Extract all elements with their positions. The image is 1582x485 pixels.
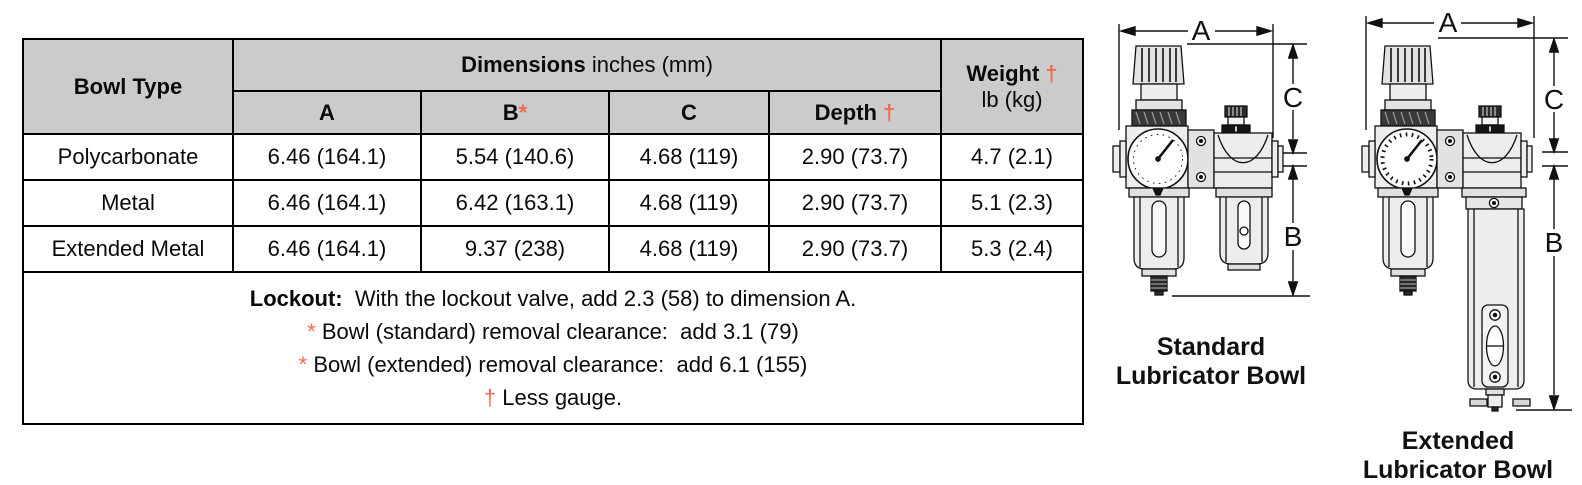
note-lockout: Lockout: With the lockout valve, add 2.3… — [24, 282, 1082, 315]
weight-dagger-mark: † — [1045, 60, 1058, 86]
note-less-gauge: † Less gauge. — [24, 381, 1082, 414]
notes-row: Lockout: With the lockout valve, add 2.3… — [22, 271, 1084, 425]
outlet-port-flange — [1520, 140, 1533, 178]
table-row-extended-metal: Extended Metal 6.46 (164.1) 9.37 (238) 4… — [22, 225, 1084, 273]
caption-line-1: Extended — [1401, 427, 1515, 455]
asterisk-mark: * — [298, 352, 308, 377]
frl-unit — [1361, 45, 1533, 412]
lubricator-body — [1213, 132, 1273, 189]
regulator-knob-icon — [1380, 45, 1436, 127]
filter-bowl — [1377, 187, 1439, 296]
caption-line-1: Standard — [1156, 333, 1266, 361]
drain-fitting-icon — [1150, 275, 1168, 296]
col-header-weight: Weight † lb (kg) — [940, 38, 1084, 135]
caption-line-2: Lubricator Bowl — [1115, 362, 1307, 390]
col-b-asterisk-mark: * — [518, 99, 528, 125]
table-row-metal: Metal 6.46 (164.1) 6.42 (163.1) 4.68 (11… — [22, 179, 1084, 227]
dim-b-cell: 9.37 (238) — [420, 225, 610, 273]
table-notes: Lockout: With the lockout valve, add 2.3… — [22, 271, 1084, 425]
dimension-lines — [1365, 16, 1572, 412]
col-depth-label: Depth — [814, 99, 884, 125]
bowl-type-cell: Extended Metal — [22, 225, 234, 273]
note-text: Less gauge. — [496, 385, 623, 410]
dim-c-cell: 4.68 (119) — [608, 133, 770, 181]
weight-cell: 5.3 (2.4) — [940, 225, 1084, 273]
weight-units: lb (kg) — [981, 86, 1043, 112]
weight-title: Weight — [966, 60, 1046, 86]
dim-b-cell: 6.42 (163.1) — [420, 179, 610, 227]
standard-diagram-caption: Standard Lubricator Bowl — [1100, 333, 1322, 391]
note-text: Bowl (extended) removal clearance: add 6… — [307, 352, 808, 377]
regulator-knob-icon — [1131, 45, 1187, 127]
dimension-lines — [1118, 24, 1310, 298]
outlet-port-flange — [1271, 140, 1284, 178]
dim-a-label: A — [1439, 8, 1458, 38]
lubricator-bowl-extended — [1461, 187, 1531, 412]
connector-block — [1436, 129, 1464, 189]
dim-a-cell: 6.46 (164.1) — [232, 225, 422, 273]
caption-line-2: Lubricator Bowl — [1362, 456, 1554, 484]
note-extended-clearance: * Bowl (extended) removal clearance: add… — [24, 348, 1082, 381]
note-standard-clearance: * Bowl (standard) removal clearance: add… — [24, 315, 1082, 348]
dagger-mark: † — [483, 385, 497, 410]
connector-block — [1187, 129, 1215, 189]
table-row-polycarbonate: Polycarbonate 6.46 (164.1) 5.54 (140.6) … — [22, 133, 1084, 181]
depth-cell: 2.90 (73.7) — [768, 133, 942, 181]
dim-c-label: C — [1283, 82, 1303, 113]
standard-lubricator-diagram: A C B — [1112, 15, 1310, 298]
pressure-gauge-icon — [1376, 128, 1438, 190]
col-header-a: A — [232, 90, 422, 135]
asterisk-mark: * — [307, 319, 316, 344]
lubricator-fill-cap-icon — [1221, 105, 1251, 134]
lockout-label: Lockout: — [249, 286, 343, 311]
lubricator-body — [1462, 132, 1522, 189]
bowl-type-cell: Metal — [22, 179, 234, 227]
dim-a-label: A — [1192, 15, 1211, 46]
inlet-port-flange — [1112, 140, 1127, 178]
dimensions-table: Bowl Type Dimensions inches (mm) Weight … — [22, 38, 1084, 425]
weight-cell: 5.1 (2.3) — [940, 179, 1084, 227]
header-row-1: Bowl Type Dimensions inches (mm) Weight … — [22, 38, 1084, 135]
lubricator-bowl-standard — [1215, 187, 1273, 271]
dim-b-label: B — [1545, 227, 1564, 258]
wing-drain-icon — [1469, 388, 1531, 412]
filter-bowl — [1128, 187, 1190, 296]
col-header-c: C — [608, 90, 770, 135]
col-header-dimensions: Dimensions inches (mm) — [232, 38, 942, 92]
dim-c-cell: 4.68 (119) — [608, 225, 770, 273]
pressure-gauge-icon — [1127, 128, 1189, 190]
sight-glass-icon — [1481, 304, 1509, 388]
dim-a-cell: 6.46 (164.1) — [232, 133, 422, 181]
dim-b-label: B — [1284, 221, 1303, 252]
col-depth-dagger-mark: † — [883, 99, 896, 125]
weight-cell: 4.7 (2.1) — [940, 133, 1084, 181]
inlet-port-flange — [1361, 140, 1376, 178]
dim-c-label: C — [1544, 84, 1564, 115]
note-text: Bowl (standard) removal clearance: add 3… — [315, 319, 799, 344]
col-header-depth: Depth † — [768, 90, 942, 135]
col-b-label: B — [502, 99, 519, 125]
frl-unit — [1112, 45, 1284, 296]
col-header-bowl-type: Bowl Type — [22, 38, 234, 135]
bowl-type-cell: Polycarbonate — [22, 133, 234, 181]
dimensions-title: Dimensions — [461, 52, 586, 77]
extended-diagram-caption: Extended Lubricator Bowl — [1350, 427, 1566, 485]
depth-cell: 2.90 (73.7) — [768, 225, 942, 273]
depth-cell: 2.90 (73.7) — [768, 179, 942, 227]
dim-b-cell: 5.54 (140.6) — [420, 133, 610, 181]
dim-a-cell: 6.46 (164.1) — [232, 179, 422, 227]
header-row-2: A B* C Depth † — [23, 90, 1083, 135]
lubricator-fill-cap-icon — [1475, 105, 1505, 134]
dimensions-units: inches (mm) — [585, 52, 713, 77]
extended-lubricator-diagram: A C B — [1361, 8, 1572, 412]
dim-c-cell: 4.68 (119) — [608, 179, 770, 227]
col-header-b: B* — [420, 90, 610, 135]
lockout-text: With the lockout valve, add 2.3 (58) to … — [342, 286, 857, 311]
drain-fitting-icon — [1399, 275, 1417, 296]
